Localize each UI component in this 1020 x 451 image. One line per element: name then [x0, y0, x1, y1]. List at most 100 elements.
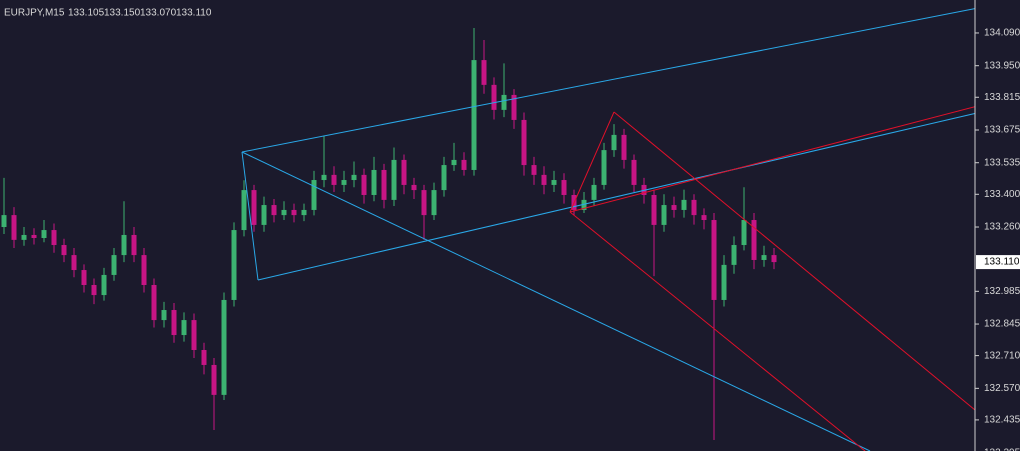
y-tick-label: 133.260: [984, 222, 1020, 233]
candle-body: [171, 310, 177, 336]
candle-body: [21, 234, 27, 240]
candle-body: [161, 310, 167, 321]
candle-body: [31, 234, 37, 239]
candle-body: [671, 205, 677, 210]
candle-body: [271, 205, 277, 216]
candle-body: [351, 174, 357, 181]
y-tick-label: 133.535: [984, 157, 1020, 168]
candle-body: [331, 174, 337, 185]
quote-high: 133.150: [104, 8, 141, 19]
candle-body: [341, 180, 347, 185]
candle-body: [231, 230, 237, 300]
y-axis: 134.090 133.950 133.815 133.675 133.535 133.4…: [975, 28, 1020, 451]
y-tick-label: 132.570: [984, 383, 1020, 394]
candle-body: [661, 205, 667, 225]
candle-body: [521, 119, 527, 166]
candle-body: [1, 215, 7, 228]
channel-line: [569, 211, 866, 451]
candle-body: [321, 174, 327, 181]
candle-body: [281, 209, 287, 216]
current-price-label: 133.110: [984, 257, 1020, 268]
candle-body: [421, 190, 427, 216]
channel-line: [257, 102, 1020, 281]
candle-body: [491, 84, 497, 110]
channel-line: [241, 151, 259, 281]
candle-body: [431, 190, 437, 216]
channel-line: [613, 111, 976, 411]
candle-body: [561, 180, 567, 195]
quote-open: 133.105: [68, 8, 105, 19]
candle-body: [401, 159, 407, 185]
candle-body: [61, 245, 67, 256]
y-tick-label: 132.985: [984, 286, 1020, 297]
candle-body: [71, 255, 77, 271]
candle-body: [131, 234, 137, 256]
candle-body: [651, 194, 657, 225]
candle-body: [631, 159, 637, 185]
candle-body: [691, 199, 697, 216]
candle-body: [51, 230, 57, 246]
candle-body: [761, 255, 767, 260]
candle-body: [91, 285, 97, 296]
channel-line: [569, 111, 615, 213]
y-tick-label: 133.815: [984, 92, 1020, 103]
candle-body: [311, 180, 317, 210]
candle-body: [721, 264, 727, 300]
candle-body: [361, 174, 367, 195]
candle-body: [221, 299, 227, 395]
candle-body: [601, 150, 607, 185]
trend-lines: [241, 7, 1020, 451]
candle-body: [501, 94, 507, 110]
candle-body: [291, 209, 297, 216]
candle-body: [381, 169, 387, 200]
y-tick-label: 132.435: [984, 415, 1020, 426]
candle-body: [701, 215, 707, 221]
candle-body: [731, 245, 737, 265]
y-tick-label: 132.710: [984, 350, 1020, 361]
candle-body: [141, 255, 147, 286]
candle-body: [391, 159, 397, 200]
candle-body: [11, 215, 17, 240]
channel-line: [241, 7, 979, 153]
candle-body: [411, 184, 417, 191]
candle-body: [121, 234, 127, 256]
candle-body: [151, 285, 157, 321]
candle-body: [581, 199, 587, 210]
candle-body: [751, 220, 757, 260]
candle-body: [301, 209, 307, 216]
axis-background: [975, 0, 1020, 451]
quote-close: 133.110: [176, 8, 212, 19]
candle-body: [531, 165, 537, 175]
candle-body: [211, 364, 217, 395]
channel-line: [569, 94, 1020, 213]
candle-body: [441, 165, 447, 191]
candle-body: [591, 184, 597, 200]
quote-low: 133.070: [140, 8, 177, 19]
candle-body: [241, 190, 247, 231]
y-tick-label: 132.845: [984, 319, 1020, 330]
candle-body: [611, 134, 617, 151]
candle-body: [511, 94, 517, 120]
candle-body: [681, 199, 687, 210]
candles: [1, 28, 777, 441]
symbol: EURJPY,M15: [4, 8, 65, 19]
candle-body: [371, 169, 377, 195]
y-tick-label: 133.950: [984, 60, 1020, 71]
candle-body: [451, 159, 457, 166]
candle-body: [541, 174, 547, 185]
channel-line: [241, 151, 871, 451]
candle-body: [481, 60, 487, 85]
current-price-box: [976, 255, 1020, 270]
candle-body: [711, 220, 717, 300]
candle-body: [261, 205, 267, 225]
candle-body: [181, 320, 187, 336]
y-tick-label: 134.090: [984, 28, 1020, 39]
candle-body: [191, 320, 197, 350]
candle-body: [81, 270, 87, 286]
y-tick-label: 133.400: [984, 189, 1020, 200]
candle-body: [471, 60, 477, 170]
candle-body: [111, 255, 117, 275]
